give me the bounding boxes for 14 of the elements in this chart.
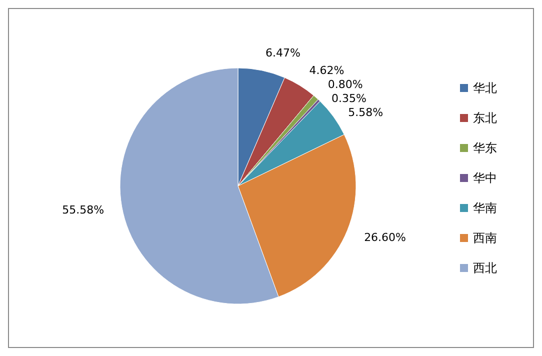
- legend-label: 华中: [473, 171, 497, 186]
- data-label: 0.80%: [328, 78, 363, 92]
- data-label: 0.35%: [332, 92, 366, 106]
- data-label: 6.47%: [265, 46, 300, 60]
- data-label: 26.60%: [364, 230, 406, 244]
- legend-label: 华东: [473, 141, 497, 156]
- data-label: 4.62%: [309, 64, 344, 78]
- legend-label: 西北: [473, 261, 497, 276]
- legend-label: 西南: [473, 231, 497, 246]
- legend-label: 华北: [473, 81, 497, 96]
- data-label: 5.58%: [348, 106, 384, 120]
- data-label: 55.58%: [62, 204, 104, 217]
- legend-label: 华南: [473, 201, 497, 216]
- legend-label: 东北: [473, 111, 497, 126]
